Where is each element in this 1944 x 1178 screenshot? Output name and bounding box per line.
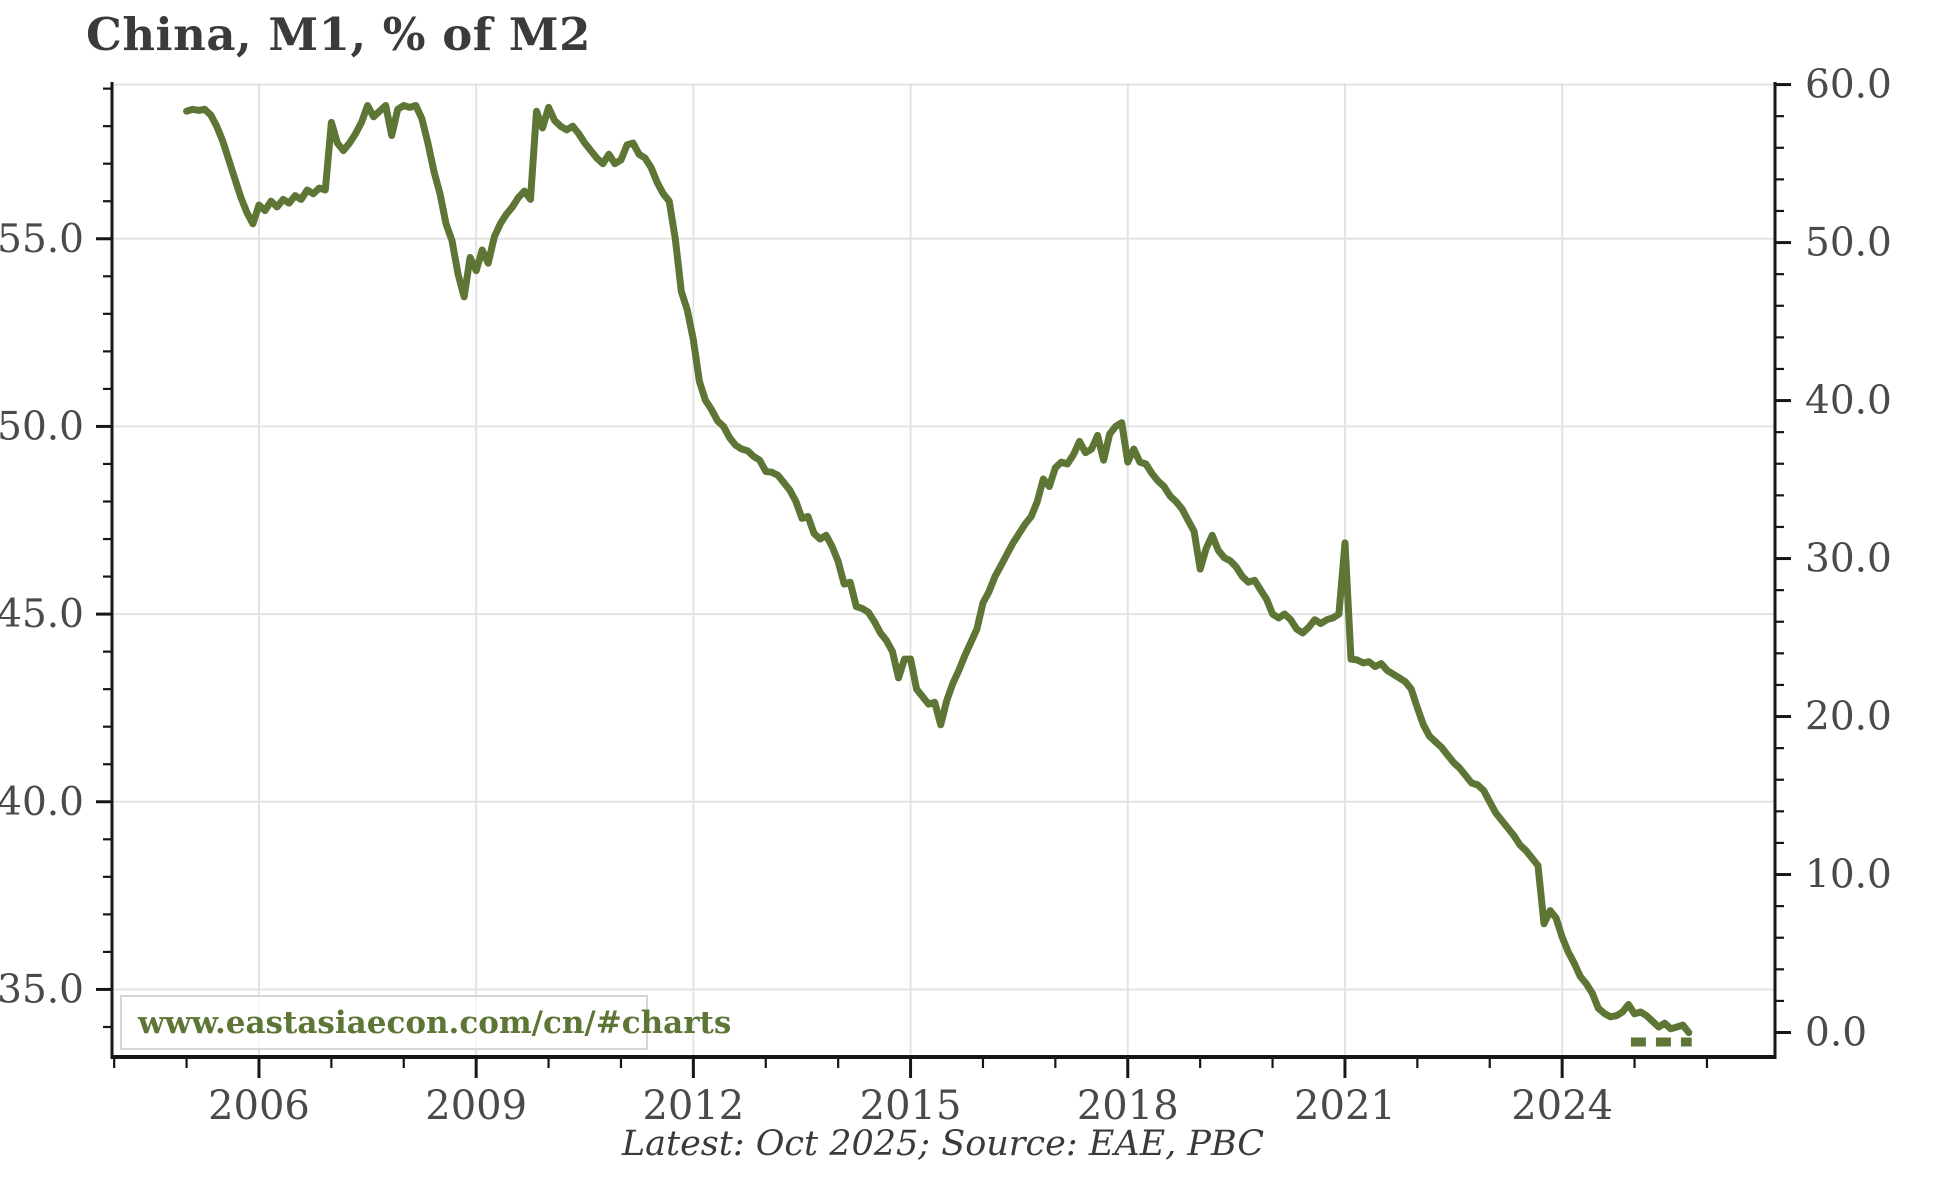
- watermark-text: www.eastasiaecon.com/cn/#charts: [138, 1004, 732, 1041]
- right-tick-label: 20.0: [1805, 695, 1892, 740]
- x-tick-label: 2024: [1511, 1083, 1613, 1129]
- watermark-box: www.eastasiaecon.com/cn/#charts: [120, 995, 731, 1050]
- right-tick-label: 10.0: [1805, 853, 1892, 898]
- left-tick-label: 45.0: [0, 592, 84, 637]
- x-tick-label: 2021: [1294, 1083, 1396, 1129]
- right-tick-label: 60.0: [1805, 63, 1892, 108]
- right-tick-label: 0.0: [1805, 1011, 1867, 1056]
- right-tick-label: 30.0: [1805, 537, 1892, 582]
- right-tick-label: 50.0: [1805, 221, 1892, 266]
- right-tick-label: 40.0: [1805, 379, 1892, 424]
- m1-share-line: [183, 102, 1693, 1037]
- left-tick-label: 55.0: [0, 217, 84, 262]
- x-tick-label: 2009: [425, 1083, 527, 1129]
- x-tick-label: 2018: [1077, 1083, 1179, 1129]
- left-tick-label: 50.0: [0, 404, 84, 449]
- x-tick-label: 2012: [642, 1083, 744, 1129]
- left-tick-label: 35.0: [0, 967, 84, 1012]
- x-tick-label: 2006: [208, 1083, 310, 1129]
- chart-title: China, M1, % of M2: [86, 8, 591, 61]
- caption: Latest: Oct 2025; Source: EAE, PBC: [621, 1124, 1265, 1164]
- left-tick-label: 40.0: [0, 780, 84, 825]
- x-tick-label: 2015: [860, 1083, 962, 1129]
